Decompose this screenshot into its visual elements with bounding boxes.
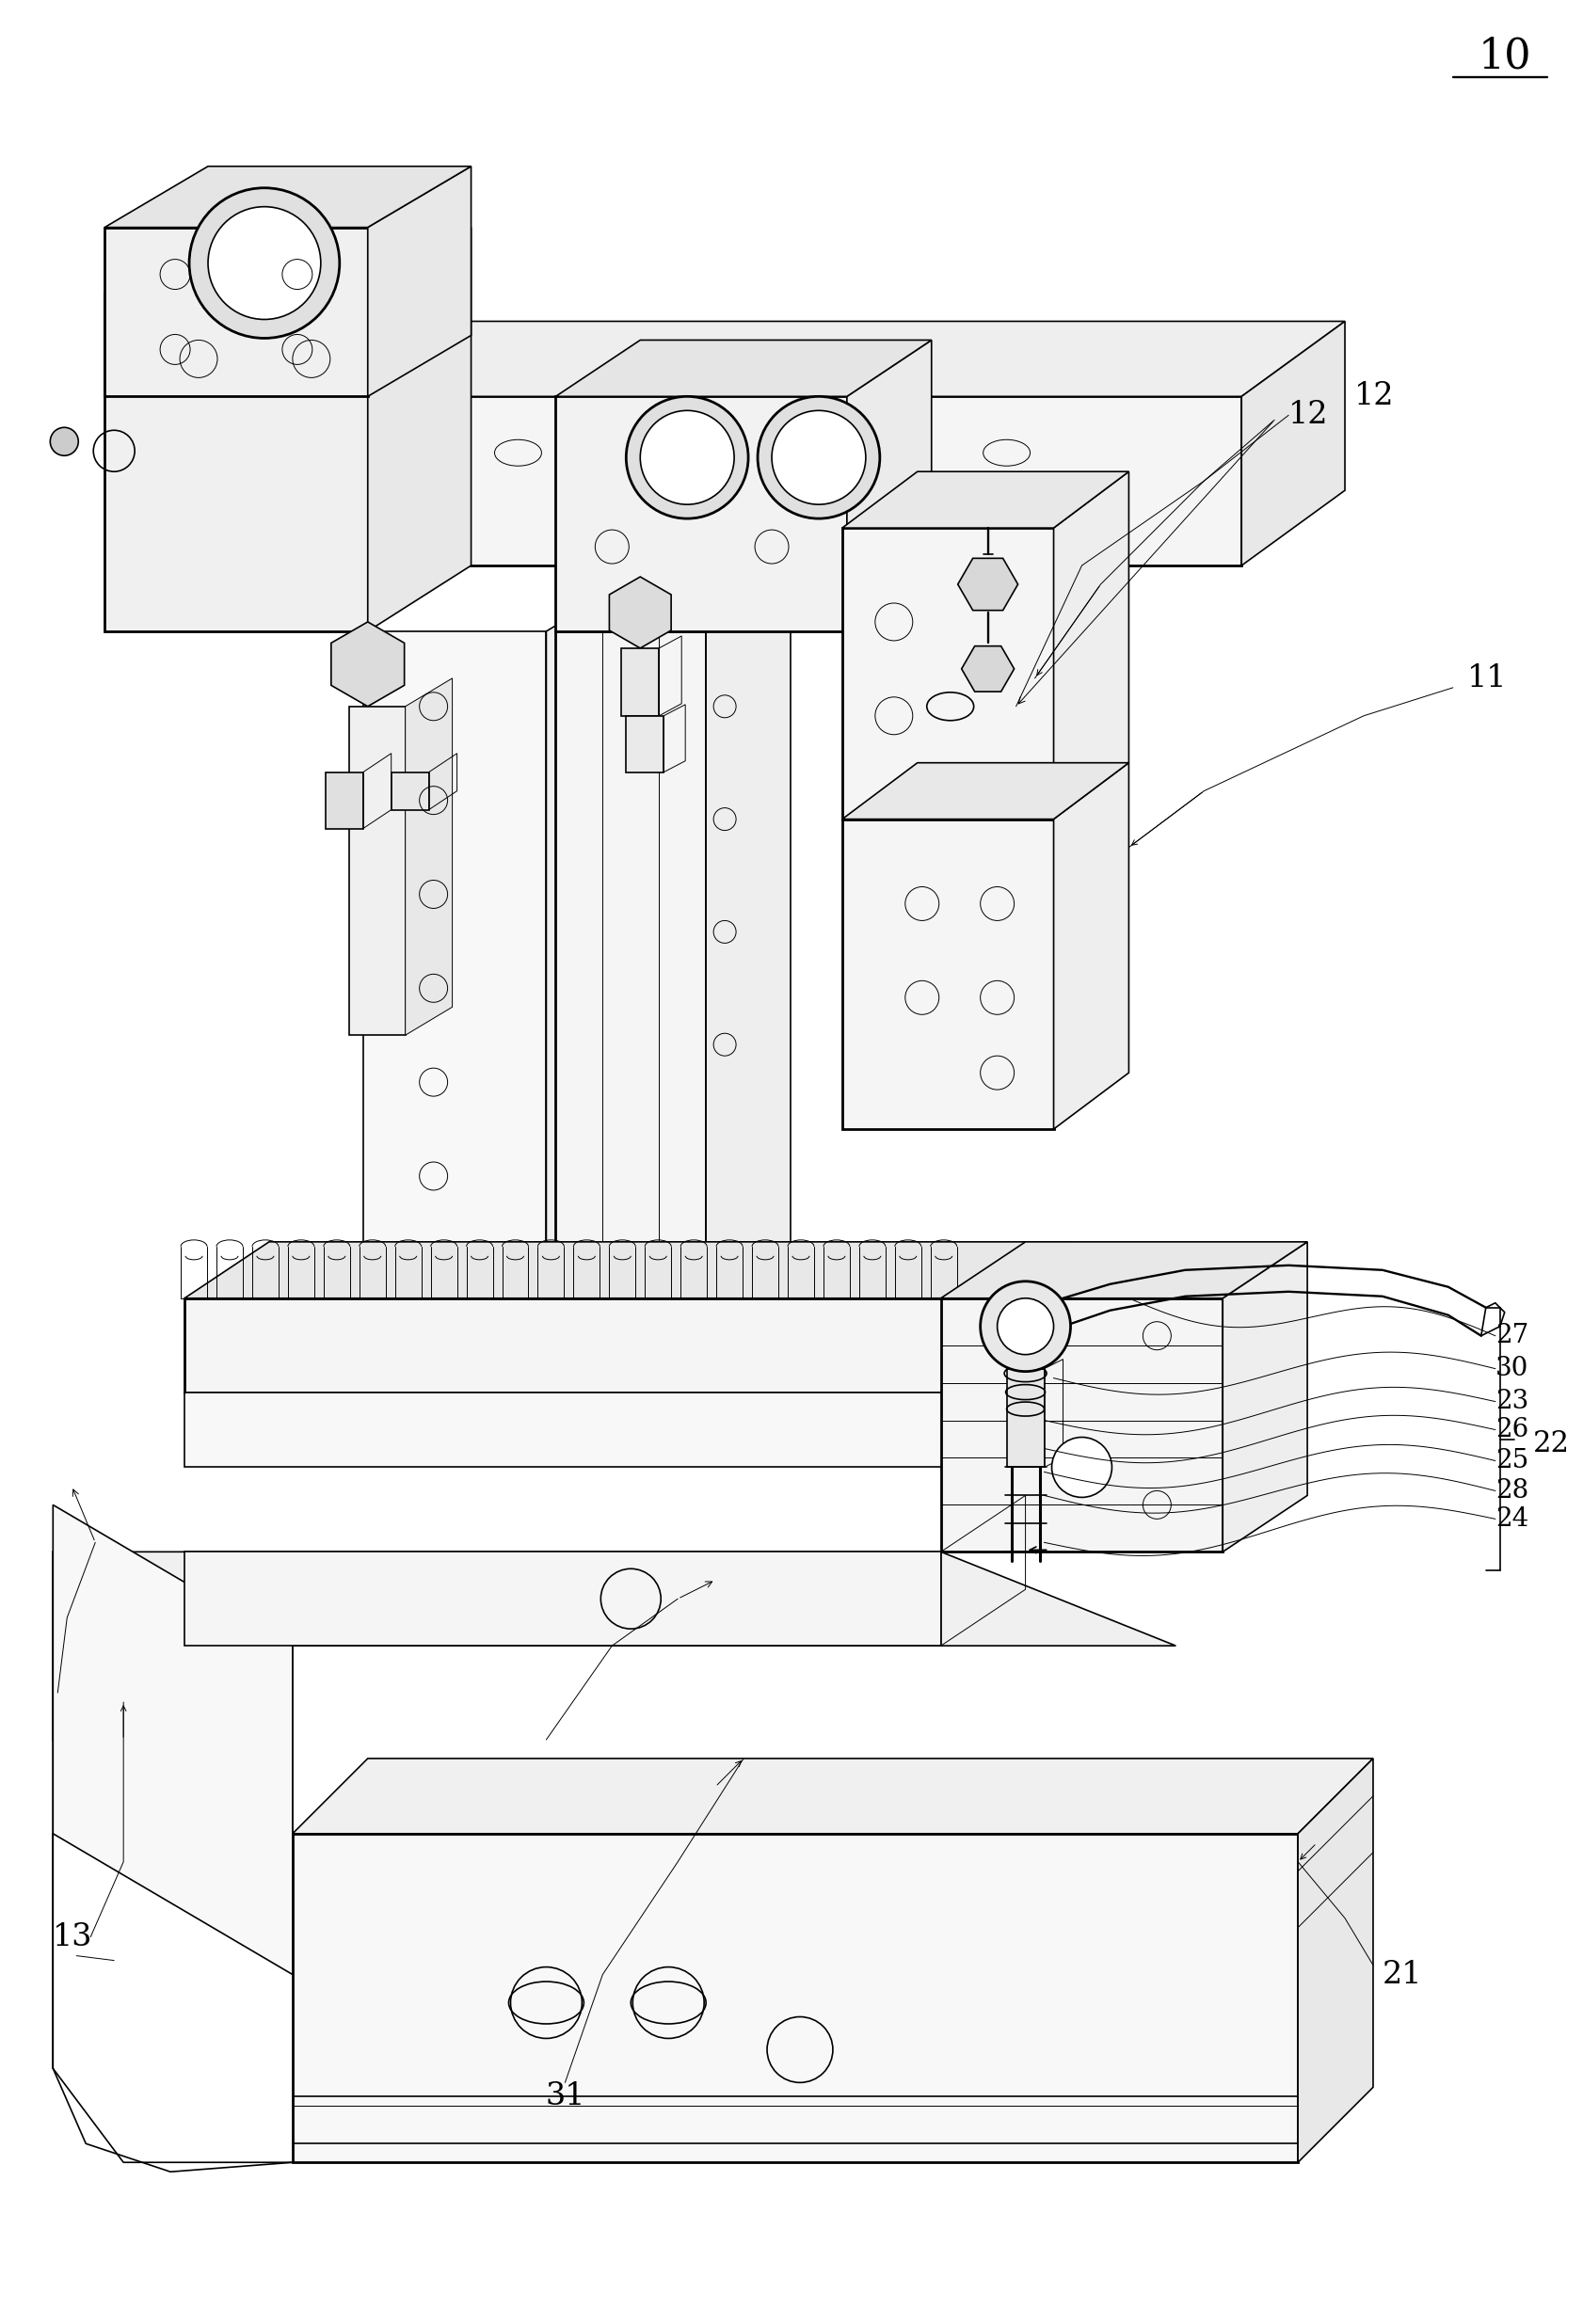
Polygon shape: [367, 228, 472, 632]
Text: 26: 26: [1496, 1418, 1529, 1443]
Polygon shape: [348, 706, 405, 1034]
Polygon shape: [842, 818, 1054, 1129]
Polygon shape: [988, 1241, 1072, 1392]
Polygon shape: [842, 472, 1129, 528]
Polygon shape: [104, 228, 367, 397]
Polygon shape: [1007, 1369, 1045, 1466]
Polygon shape: [255, 321, 1346, 397]
Polygon shape: [104, 167, 472, 228]
Circle shape: [1051, 1436, 1111, 1497]
Polygon shape: [255, 397, 1241, 565]
Polygon shape: [104, 293, 367, 632]
Polygon shape: [556, 632, 706, 1299]
Text: 21: 21: [1382, 1959, 1423, 1989]
Polygon shape: [185, 1552, 940, 1645]
Polygon shape: [52, 1506, 293, 1975]
Polygon shape: [556, 339, 931, 397]
Polygon shape: [367, 167, 472, 397]
Polygon shape: [331, 623, 404, 706]
Polygon shape: [185, 1392, 988, 1466]
Polygon shape: [842, 528, 1054, 818]
Polygon shape: [363, 632, 546, 1299]
Polygon shape: [546, 574, 640, 1299]
Polygon shape: [1241, 321, 1346, 565]
Polygon shape: [185, 1299, 988, 1392]
Text: 23: 23: [1496, 1390, 1529, 1415]
Polygon shape: [847, 339, 931, 632]
Polygon shape: [842, 762, 1129, 818]
Circle shape: [207, 207, 321, 318]
Text: 24: 24: [1496, 1506, 1529, 1532]
Polygon shape: [326, 772, 363, 830]
Polygon shape: [1222, 1241, 1308, 1552]
Polygon shape: [556, 574, 790, 632]
Polygon shape: [1298, 1759, 1372, 2161]
Polygon shape: [185, 1241, 1072, 1299]
Polygon shape: [1054, 472, 1129, 818]
Polygon shape: [391, 772, 429, 809]
Polygon shape: [706, 574, 790, 1299]
Polygon shape: [961, 646, 1015, 693]
Text: 31: 31: [545, 2082, 586, 2113]
Text: 22: 22: [1532, 1429, 1569, 1459]
Polygon shape: [52, 1552, 1176, 1645]
Polygon shape: [609, 576, 671, 648]
Polygon shape: [52, 1552, 293, 1834]
Polygon shape: [104, 228, 472, 293]
Text: 27: 27: [1496, 1322, 1529, 1348]
Text: 10: 10: [1479, 37, 1531, 77]
Circle shape: [773, 411, 866, 504]
Text: 13: 13: [52, 1922, 93, 1952]
Polygon shape: [293, 1834, 1298, 2161]
Text: 30: 30: [1496, 1355, 1529, 1380]
Circle shape: [758, 397, 880, 518]
Polygon shape: [622, 648, 659, 716]
Polygon shape: [1054, 762, 1129, 1129]
Polygon shape: [405, 679, 453, 1034]
Polygon shape: [940, 1299, 1222, 1552]
Circle shape: [640, 411, 735, 504]
Text: 12: 12: [1289, 400, 1328, 430]
Circle shape: [190, 188, 340, 339]
Circle shape: [51, 428, 78, 456]
Circle shape: [997, 1299, 1054, 1355]
Polygon shape: [556, 397, 847, 632]
Polygon shape: [958, 558, 1018, 611]
Polygon shape: [940, 1241, 1308, 1299]
Text: 12: 12: [1355, 381, 1395, 411]
Polygon shape: [988, 1336, 1072, 1466]
Polygon shape: [627, 716, 663, 772]
Text: 11: 11: [1467, 662, 1507, 693]
Polygon shape: [293, 1759, 1372, 1834]
Text: 28: 28: [1496, 1478, 1529, 1504]
Circle shape: [627, 397, 749, 518]
Circle shape: [980, 1281, 1070, 1371]
Text: 25: 25: [1496, 1448, 1529, 1473]
